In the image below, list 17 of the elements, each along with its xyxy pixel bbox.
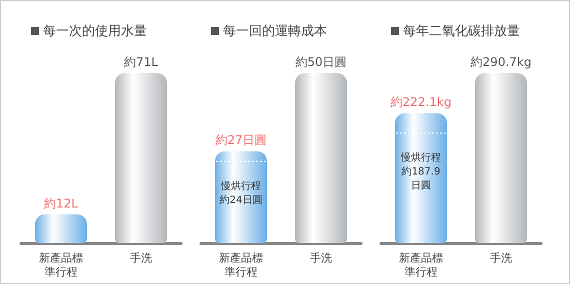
x-tick-label: 手洗: [130, 252, 152, 264]
ref-line-label: 慢烘行程約24日圓: [220, 180, 262, 206]
x-tick-label: 手洗: [490, 252, 512, 264]
x-tick-label: 新產品標準行程: [219, 252, 263, 278]
data-label: 約222.1kg: [390, 95, 452, 110]
chart-title: 每年二氧化碳排放量: [403, 23, 520, 40]
data-label: 約290.7kg: [470, 55, 532, 69]
x-tick-label: 新產品標準行程: [39, 252, 83, 278]
chart-title: 每一次的使用水量: [43, 23, 147, 40]
data-label: 約27日圓: [215, 133, 267, 148]
data-label: 約71L: [124, 55, 158, 69]
x-tick-label: 新產品標準行程: [399, 252, 443, 278]
data-label: 約50日圓: [295, 55, 347, 69]
x-tick-label: 手洗: [310, 252, 332, 264]
chart-title: 每一回的運轉成本: [223, 23, 327, 40]
ref-line-label: 慢烘行程約187.9日圓: [400, 152, 441, 192]
data-label: 約12L: [44, 196, 78, 210]
